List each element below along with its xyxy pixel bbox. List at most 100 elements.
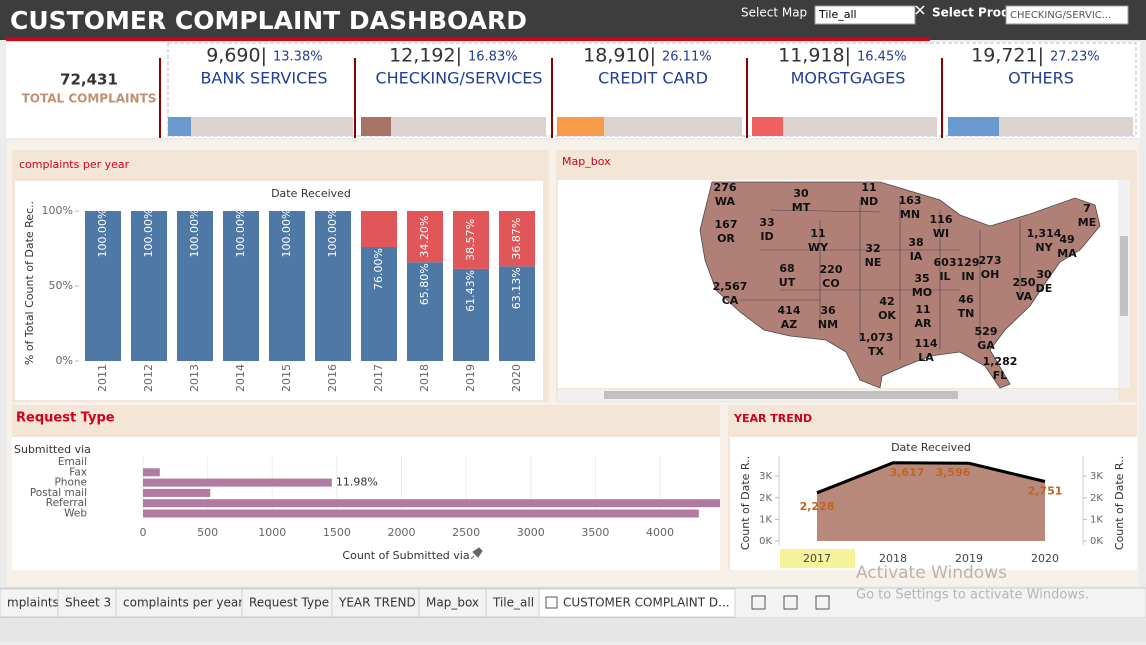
dropdown[interactable] [1005,5,1129,25]
scroll-thumb[interactable] [604,391,958,399]
y2-tick-label: 0K [1090,536,1103,547]
state-code: NE [865,256,882,269]
data-label: 3,596 [936,466,971,479]
y-axis-title: Count of Date R.. [739,456,752,550]
state-count: 1,073 [859,331,894,344]
y-tick-label: 0K [759,536,772,547]
scroll-thumb[interactable] [1120,236,1128,316]
bar-segment [177,211,213,361]
sheet-tab-label[interactable]: mplaints [7,596,59,610]
sheet-tab[interactable] [418,588,487,618]
sheet-tab[interactable] [241,588,333,618]
chart-title: Date Received [891,441,971,454]
sheet-tab-label[interactable]: Sheet 3 [65,596,111,610]
watermark-title: Activate Windows [856,563,1007,583]
y-tick-label: Referral [46,497,87,509]
kpi-value: 18,910| [583,45,656,67]
state-count: 273 [979,254,1002,267]
bar-segment [223,211,259,361]
y-tick-label: 2K [759,493,772,504]
y-tick-label: 1K [759,514,772,525]
area [817,462,1045,541]
dropdown[interactable] [814,5,916,25]
state-code: NY [1035,241,1053,254]
close-icon[interactable] [915,5,925,15]
state-count: 11 [861,181,876,194]
data-label: 61.43% [464,270,477,312]
data-label: 38.57% [464,219,477,261]
data-label: 100.00% [280,209,293,258]
state-count: 7 [1083,202,1091,215]
bar-segment [361,247,397,361]
sheet-tab-label[interactable]: YEAR TREND [338,596,416,610]
state-count: 49 [1059,233,1074,246]
bar-segment [361,211,397,247]
state-count: 167 [715,218,738,231]
new-sheet-button[interactable] [783,595,798,610]
x-tick-label: 2016 [326,364,339,392]
bar [143,478,332,487]
x-tick-label: 2014 [234,364,247,392]
state-count: 1,314 [1027,227,1062,240]
data-label: 100.00% [326,209,339,258]
state-code: NM [818,318,838,331]
y-tick-label: 50% [49,279,73,292]
state-code: TN [958,307,975,320]
y2-axis-title: Count of Date R.. [1113,456,1126,550]
state-code: AR [915,317,933,330]
x-tick-label: 1500 [323,526,351,539]
sheet-tab-label[interactable]: Tile_all [492,596,534,610]
bar-segment [315,211,351,361]
state-code: CA [722,294,739,307]
sheet-tab-label[interactable]: Map_box [426,596,479,610]
new-sheet-button[interactable] [815,595,830,610]
state-count: 414 [778,304,801,317]
sheet-tab-label[interactable]: complaints per year [123,596,243,610]
panel-title: YEAR TREND [733,412,812,425]
new-sheet-button[interactable] [751,595,766,610]
bar-segment [407,262,443,361]
sheet-tab-label[interactable]: Request Type [249,596,329,610]
panel-title: complaints per year [19,158,130,171]
bar-segment [453,211,489,269]
kpi-track [361,117,546,136]
state-code: WY [808,241,829,254]
panel-title: Map_box [562,155,611,168]
sheet-tab[interactable] [115,588,243,618]
state-code: WI [933,227,949,240]
state-code: FL [993,369,1008,382]
state-count: 250 [1013,276,1036,289]
state-code: IL [939,270,950,283]
y2-tick-label: 2K [1090,493,1103,504]
sheet-tab[interactable] [331,588,420,618]
data-label: 2,751 [1028,485,1063,498]
bar [143,509,699,518]
pin-icon [470,547,483,560]
y-axis-title: Submitted via [14,443,91,456]
dropdown-value: Tile_all [818,8,857,21]
state-count: 603 [934,256,957,269]
chart-title: Date Received [271,187,351,200]
tab-icon [545,596,558,609]
state-code: GA [977,339,995,352]
data-label: 11.98% [336,476,378,489]
sheet-tab-label[interactable]: CUSTOMER COMPLAINT D... [563,596,730,610]
sheet-tab[interactable] [538,588,736,618]
state-count: 11 [915,303,930,316]
data-label: 34.20% [418,216,431,258]
kpi-label: BANK SERVICES [200,69,327,88]
x-tick-label: 2019 [955,552,983,565]
kpi-label: CREDIT CARD [598,69,708,88]
data-label: 76.00% [372,248,385,290]
sheet-tab[interactable] [0,588,59,618]
kpi-label: CHECKING/SERVICES [375,69,542,88]
x-tick-label: 2017 [372,364,385,392]
panel-title: Request Type [16,411,115,426]
state-count: 68 [779,262,794,275]
y-tick-label: Postal mail [30,487,87,499]
state-code: DE [1036,282,1053,295]
bar-segment [499,266,535,361]
y-tick-label: Phone [54,477,87,489]
